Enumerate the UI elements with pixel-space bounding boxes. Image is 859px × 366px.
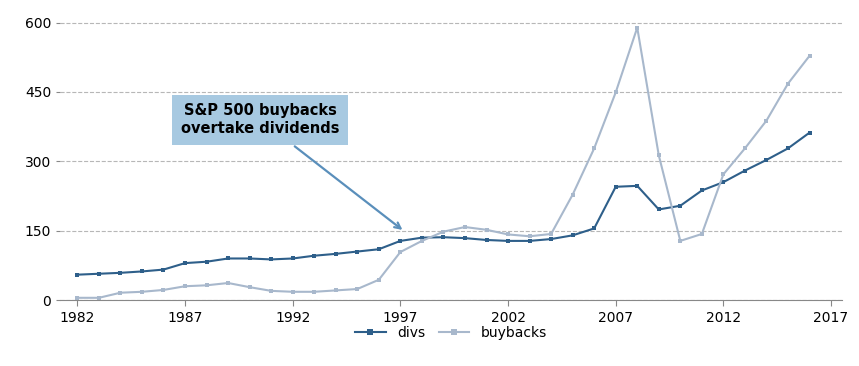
divs (94, 272, 104, 276)
divs (460, 236, 470, 240)
divs (223, 256, 234, 261)
divs (761, 158, 771, 162)
buybacks (115, 291, 125, 295)
buybacks (374, 277, 384, 282)
divs (675, 203, 685, 208)
divs (804, 130, 814, 135)
divs (654, 207, 664, 212)
buybacks (266, 289, 277, 293)
buybacks (654, 153, 664, 157)
buybacks (740, 146, 750, 150)
Legend: divs, buybacks: divs, buybacks (350, 320, 552, 345)
buybacks (568, 193, 578, 197)
divs (417, 235, 427, 240)
divs (72, 272, 82, 277)
divs (331, 252, 341, 256)
divs (266, 257, 277, 262)
divs (783, 146, 793, 150)
buybacks (611, 90, 621, 94)
buybacks (158, 288, 168, 292)
divs (180, 261, 190, 265)
buybacks (546, 232, 557, 236)
Line: divs: divs (75, 130, 812, 277)
buybacks (72, 296, 82, 300)
buybacks (481, 228, 491, 232)
buybacks (460, 225, 470, 229)
buybacks (632, 26, 643, 30)
divs (438, 235, 448, 239)
buybacks (417, 239, 427, 243)
divs (309, 254, 320, 258)
buybacks (223, 281, 234, 285)
buybacks (718, 172, 728, 176)
buybacks (137, 290, 147, 294)
divs (740, 168, 750, 173)
divs (352, 249, 362, 254)
divs (525, 239, 535, 243)
buybacks (288, 290, 298, 294)
buybacks (331, 288, 341, 292)
divs (395, 239, 405, 243)
buybacks (675, 239, 685, 243)
divs (568, 233, 578, 238)
divs (546, 237, 557, 241)
buybacks (503, 232, 513, 237)
divs (632, 184, 643, 188)
buybacks (201, 283, 211, 288)
divs (137, 269, 147, 274)
divs (374, 247, 384, 251)
Line: buybacks: buybacks (75, 25, 812, 300)
divs (201, 259, 211, 264)
divs (481, 238, 491, 242)
Text: S&P 500 buybacks
overtake dividends: S&P 500 buybacks overtake dividends (181, 104, 400, 228)
buybacks (525, 234, 535, 239)
buybacks (352, 287, 362, 291)
divs (115, 270, 125, 275)
divs (589, 226, 600, 231)
buybacks (245, 285, 255, 290)
buybacks (180, 284, 190, 288)
buybacks (761, 119, 771, 123)
buybacks (697, 232, 707, 236)
buybacks (804, 54, 814, 58)
divs (158, 268, 168, 272)
buybacks (395, 250, 405, 254)
divs (611, 184, 621, 189)
divs (288, 256, 298, 261)
divs (503, 239, 513, 243)
divs (245, 256, 255, 261)
buybacks (438, 229, 448, 234)
buybacks (783, 81, 793, 86)
divs (718, 180, 728, 184)
buybacks (94, 296, 104, 300)
buybacks (589, 146, 600, 150)
divs (697, 188, 707, 193)
buybacks (309, 290, 320, 294)
